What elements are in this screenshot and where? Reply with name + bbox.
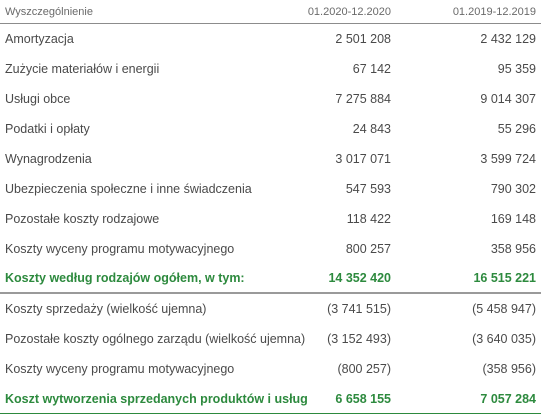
row-value-2019: 95 359 [497, 62, 536, 76]
row-label: Koszty wyceny programu motywacyjnego [5, 362, 235, 376]
row-value-2020: (800 257) [337, 362, 391, 376]
row-value-2020: 800 257 [345, 242, 391, 256]
table-header: Wyszczególnienie 01.2020-12.2020 01.2019… [0, 0, 541, 24]
table-row: Ubezpieczenia społeczne i inne świadczen… [0, 174, 541, 204]
row-value-2020: 6 658 155 [335, 391, 391, 406]
row-value-2020: 14 352 420 [328, 271, 391, 285]
row-label: Wynagrodzenia [5, 152, 92, 166]
table-row: Usługi obce 7 275 884 9 014 307 [0, 84, 541, 114]
table-row: Koszty wyceny programu motywacyjnego 800… [0, 234, 541, 264]
row-label: Koszty sprzedaży (wielkość ujemna) [5, 302, 207, 316]
row-value-2020: 118 422 [346, 212, 391, 226]
row-label: Pozostałe koszty ogólnego zarządu (wielk… [5, 332, 306, 346]
row-value-2019: 3 599 724 [480, 152, 536, 166]
row-label: Pozostałe koszty rodzajowe [5, 212, 160, 226]
table-row: Podatki i opłaty 24 843 55 296 [0, 114, 541, 144]
header-label: Wyszczególnienie [5, 5, 93, 18]
table-row: Koszty sprzedaży (wielkość ujemna) (3 74… [0, 294, 541, 324]
row-label: Ubezpieczenia społeczne i inne świadczen… [5, 182, 252, 196]
header-col-2019: 01.2019-12.2019 [452, 5, 536, 18]
row-value-2020: (3 741 515) [327, 302, 391, 316]
total-costs-by-type-row: Koszty według rodzajów ogółem, w tym: 14… [0, 264, 541, 294]
row-label: Zużycie materiałów i energii [5, 62, 160, 76]
row-value-2019: (358 956) [482, 362, 536, 376]
row-label: Usługi obce [5, 92, 71, 106]
table-row: Pozostałe koszty rodzajowe 118 422 169 1… [0, 204, 541, 234]
table-row: Wynagrodzenia 3 017 071 3 599 724 [0, 144, 541, 174]
row-value-2019: 2 432 129 [480, 32, 536, 46]
row-value-2020: 2 501 208 [335, 32, 391, 46]
row-value-2020: 7 275 884 [335, 92, 391, 106]
row-value-2019: 9 014 307 [480, 92, 536, 106]
row-value-2019: (3 640 035) [472, 332, 536, 346]
row-value-2020: (3 152 493) [327, 332, 391, 346]
row-value-2019: (5 458 947) [472, 302, 536, 316]
cost-of-goods-sold-row: Koszt wytworzenia sprzedanych produktów … [0, 384, 541, 414]
row-label: Amortyzacja [5, 32, 74, 46]
row-value-2020: 67 142 [352, 62, 391, 76]
row-label: Koszty według rodzajów ogółem, w tym: [5, 271, 245, 285]
table-row: Pozostałe koszty ogólnego zarządu (wielk… [0, 324, 541, 354]
row-label: Koszty wyceny programu motywacyjnego [5, 242, 235, 256]
row-value-2020: 547 593 [345, 182, 391, 196]
table-row: Koszty wyceny programu motywacyjnego (80… [0, 354, 541, 384]
row-label: Podatki i opłaty [5, 122, 90, 136]
row-value-2019: 16 515 221 [473, 271, 536, 285]
table-row: Zużycie materiałów i energii 67 142 95 3… [0, 54, 541, 84]
row-value-2020: 24 843 [352, 122, 391, 136]
row-value-2020: 3 017 071 [335, 152, 391, 166]
row-value-2019: 7 057 284 [480, 391, 536, 406]
row-value-2019: 358 956 [490, 242, 536, 256]
row-value-2019: 169 148 [490, 212, 536, 226]
header-col-2020: 01.2020-12.2020 [307, 5, 391, 18]
row-value-2019: 790 302 [490, 182, 536, 196]
row-label: Koszt wytworzenia sprzedanych produktów … [5, 391, 308, 406]
table-row: Amortyzacja 2 501 208 2 432 129 [0, 24, 541, 54]
row-value-2019: 55 296 [497, 122, 536, 136]
